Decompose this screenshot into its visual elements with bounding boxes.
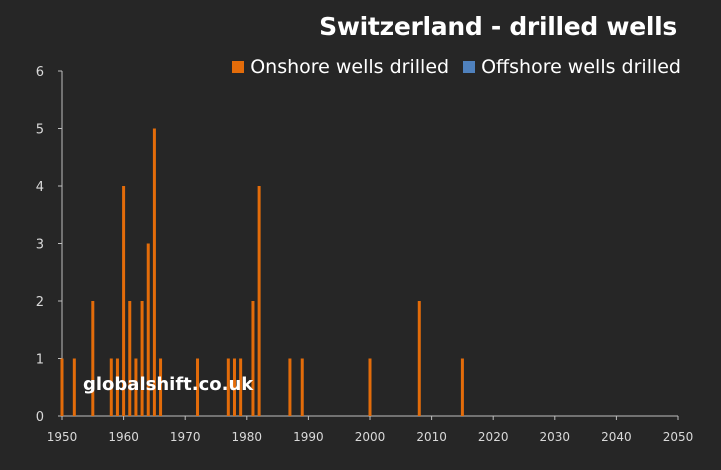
bar-1965 xyxy=(152,128,156,416)
bar-1950 xyxy=(60,358,64,416)
bar-1961 xyxy=(128,301,132,416)
x-tick-label: 2010 xyxy=(416,430,447,444)
watermark: globalshift.co.uk xyxy=(83,374,254,395)
bar-1977 xyxy=(226,358,230,416)
bar-1987 xyxy=(288,358,292,416)
y-tick-label: 4 xyxy=(36,180,44,195)
legend-swatch-offshore xyxy=(463,61,476,73)
legend: Onshore wells drilled Offshore wells dri… xyxy=(232,56,681,78)
bar-1958 xyxy=(109,358,113,416)
bar-1989 xyxy=(300,358,304,416)
x-tick-label: 1950 xyxy=(47,430,78,444)
x-tick-label: 2040 xyxy=(601,430,632,444)
chart-title: Switzerland - drilled wells xyxy=(319,12,677,41)
y-tick-label: 6 xyxy=(36,65,44,80)
bar-1955 xyxy=(91,301,95,416)
bar-1962 xyxy=(134,358,138,416)
bar-1978 xyxy=(232,358,236,416)
x-tick-label: 1990 xyxy=(293,430,324,444)
x-tick-label: 2050 xyxy=(663,430,694,444)
bar-1979 xyxy=(239,358,243,416)
legend-swatch-onshore xyxy=(232,61,245,73)
y-tick-label: 1 xyxy=(36,353,44,368)
legend-label-onshore: Onshore wells drilled xyxy=(250,56,450,78)
x-tick-label: 2020 xyxy=(478,430,509,444)
bar-1959 xyxy=(115,358,119,416)
x-tick-label: 1970 xyxy=(170,430,201,444)
y-tick-label: 5 xyxy=(36,123,44,138)
bar-2008 xyxy=(417,301,421,416)
x-tick-label: 1980 xyxy=(232,430,263,444)
legend-item-onshore: Onshore wells drilled xyxy=(232,56,449,78)
bar-1981 xyxy=(251,301,255,416)
y-tick-label: 2 xyxy=(36,295,44,310)
x-tick-label: 1960 xyxy=(108,430,139,444)
legend-label-offshore: Offshore wells drilled xyxy=(481,56,681,78)
y-tick-label: 0 xyxy=(36,410,44,425)
bar-1964 xyxy=(146,243,150,416)
bar-1960 xyxy=(122,186,126,416)
bar-2000 xyxy=(368,358,372,416)
y-tick-label: 3 xyxy=(36,238,44,253)
bar-1966 xyxy=(159,358,163,416)
bar-1952 xyxy=(72,358,76,416)
x-tick-label: 2030 xyxy=(540,430,571,444)
bar-1982 xyxy=(257,186,261,416)
bar-2015 xyxy=(460,358,464,416)
x-tick-label: 2000 xyxy=(355,430,386,444)
bar-1972 xyxy=(196,358,200,416)
legend-item-offshore: Offshore wells drilled xyxy=(463,56,681,78)
bar-1963 xyxy=(140,301,144,416)
